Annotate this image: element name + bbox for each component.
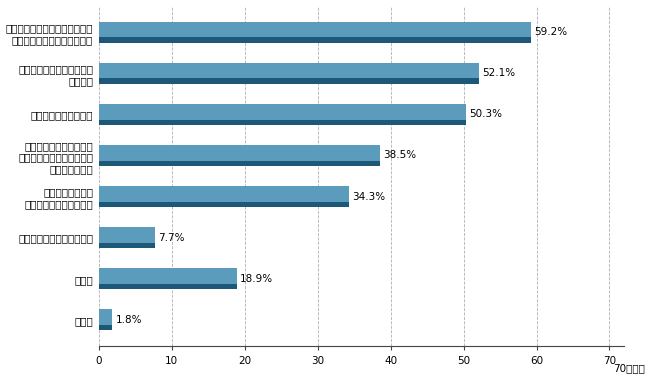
Bar: [98, 309, 112, 325]
Bar: [98, 227, 155, 243]
Bar: [98, 186, 349, 202]
Bar: [98, 63, 479, 79]
Text: 52.1%: 52.1%: [482, 68, 516, 78]
Text: 1.8%: 1.8%: [115, 315, 142, 325]
Bar: [98, 325, 112, 330]
Bar: [98, 145, 380, 161]
Bar: [98, 79, 479, 84]
Text: 18.9%: 18.9%: [240, 274, 273, 284]
Bar: [98, 37, 531, 43]
Bar: [98, 120, 465, 125]
Bar: [98, 268, 236, 284]
Text: 34.3%: 34.3%: [353, 191, 385, 202]
Text: 70（％）: 70（％）: [613, 363, 645, 373]
Text: 59.2%: 59.2%: [534, 27, 568, 37]
Bar: [98, 161, 380, 166]
Bar: [98, 284, 236, 289]
Bar: [98, 104, 465, 120]
Text: 7.7%: 7.7%: [158, 233, 185, 243]
Bar: [98, 202, 349, 207]
Text: 38.5%: 38.5%: [383, 150, 417, 161]
Bar: [98, 243, 155, 248]
Bar: [98, 22, 531, 37]
Text: 50.3%: 50.3%: [469, 109, 503, 120]
